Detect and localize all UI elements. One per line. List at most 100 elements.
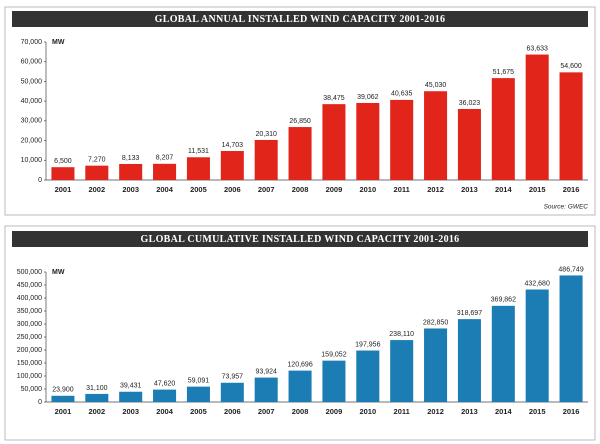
value-label: 318,697 xyxy=(457,310,482,317)
chart-title: GLOBAL CUMULATIVE INSTALLED WIND CAPACIT… xyxy=(141,234,460,245)
bar xyxy=(51,395,75,402)
chart-title: GLOBAL ANNUAL INSTALLED WIND CAPACITY 20… xyxy=(155,14,446,25)
bar xyxy=(424,328,448,402)
x-tick-label: 2008 xyxy=(292,185,309,194)
bar xyxy=(390,99,414,180)
value-label: 432,680 xyxy=(525,280,550,287)
x-tick-label: 2002 xyxy=(88,407,105,416)
bar xyxy=(288,127,312,180)
y-tick-label: 20,000 xyxy=(21,137,43,144)
x-tick-label: 2011 xyxy=(394,407,410,416)
bar xyxy=(220,382,244,402)
value-label: 63,633 xyxy=(526,45,548,52)
y-unit: MW xyxy=(52,269,65,276)
value-label: 93,924 xyxy=(255,368,277,375)
value-label: 8,207 xyxy=(156,155,174,162)
value-label: 20,310 xyxy=(255,131,277,138)
x-tick-label: 2005 xyxy=(190,407,207,416)
x-tick-label: 2004 xyxy=(156,185,174,194)
bar xyxy=(559,275,583,402)
value-label: 6,500 xyxy=(54,158,72,165)
value-label: 73,957 xyxy=(222,374,244,381)
y-tick-label: 450,000 xyxy=(17,282,42,289)
y-tick-label: 40,000 xyxy=(21,98,43,105)
bar xyxy=(525,54,549,180)
y-tick-label: 50,000 xyxy=(21,78,43,85)
x-tick-label: 2015 xyxy=(529,185,546,194)
bar xyxy=(153,389,177,402)
x-tick-label: 2014 xyxy=(495,407,513,416)
source: Source: GWEC xyxy=(544,204,589,211)
x-tick-label: 2010 xyxy=(359,407,376,416)
value-label: 8,133 xyxy=(122,155,140,162)
x-tick-label: 2007 xyxy=(258,407,275,416)
chart-frame xyxy=(4,6,596,216)
bar xyxy=(356,102,380,180)
value-label: 39,431 xyxy=(120,383,142,390)
y-tick-label: 100,000 xyxy=(17,373,42,380)
x-tick-label: 2006 xyxy=(224,407,241,416)
bar xyxy=(491,78,515,180)
bar xyxy=(457,319,481,402)
value-label: 40,635 xyxy=(391,91,413,98)
bar xyxy=(220,151,244,180)
bar xyxy=(119,163,143,180)
y-tick-label: 70,000 xyxy=(21,39,43,46)
y-tick-label: 300,000 xyxy=(17,321,42,328)
y-unit: MW xyxy=(52,39,65,46)
value-label: 45,030 xyxy=(425,82,447,89)
value-label: 120,696 xyxy=(287,361,312,368)
value-label: 197,956 xyxy=(355,341,380,348)
y-tick-label: 350,000 xyxy=(17,308,42,315)
y-tick-label: 150,000 xyxy=(17,360,42,367)
bar xyxy=(119,391,143,402)
bar xyxy=(322,104,346,180)
bar xyxy=(356,350,380,402)
x-tick-label: 2002 xyxy=(88,185,105,194)
bar xyxy=(322,360,346,402)
value-label: 23,900 xyxy=(52,387,74,394)
x-tick-label: 2008 xyxy=(292,407,309,416)
bar xyxy=(559,72,583,180)
x-tick-label: 2011 xyxy=(394,185,410,194)
y-tick-label: 60,000 xyxy=(21,59,43,66)
bar xyxy=(186,157,210,180)
bar xyxy=(288,370,312,402)
x-tick-label: 2009 xyxy=(326,407,343,416)
title-bar xyxy=(12,231,588,247)
y-tick-label: 0 xyxy=(38,399,42,406)
x-tick-label: 2003 xyxy=(122,407,139,416)
bar xyxy=(186,386,210,402)
x-tick-label: 2004 xyxy=(156,407,174,416)
value-label: 7,270 xyxy=(88,157,106,164)
value-label: 486,749 xyxy=(558,266,583,273)
bar xyxy=(390,340,414,402)
value-label: 159,052 xyxy=(321,351,346,358)
y-tick-label: 10,000 xyxy=(21,157,43,164)
bar xyxy=(85,393,109,402)
title-bar xyxy=(12,11,588,27)
bar xyxy=(254,377,278,402)
x-tick-label: 2007 xyxy=(258,185,275,194)
x-tick-label: 2012 xyxy=(427,185,444,194)
value-label: 26,850 xyxy=(289,118,311,125)
y-tick-label: 500,000 xyxy=(17,269,42,276)
y-tick-label: 250,000 xyxy=(17,334,42,341)
x-tick-label: 2013 xyxy=(461,185,478,194)
value-label: 282,850 xyxy=(423,319,448,326)
value-label: 51,675 xyxy=(493,69,515,76)
bar xyxy=(254,139,278,180)
value-label: 369,862 xyxy=(491,297,516,304)
value-label: 238,110 xyxy=(389,331,414,338)
x-tick-label: 2009 xyxy=(326,185,343,194)
x-tick-label: 2003 xyxy=(122,185,139,194)
y-tick-label: 200,000 xyxy=(17,347,42,354)
x-tick-label: 2006 xyxy=(224,185,241,194)
bar xyxy=(85,165,109,180)
x-tick-label: 2010 xyxy=(359,185,376,194)
bar xyxy=(525,289,549,402)
y-tick-label: 30,000 xyxy=(21,118,43,125)
x-tick-label: 2005 xyxy=(190,185,207,194)
x-tick-label: 2014 xyxy=(495,185,513,194)
